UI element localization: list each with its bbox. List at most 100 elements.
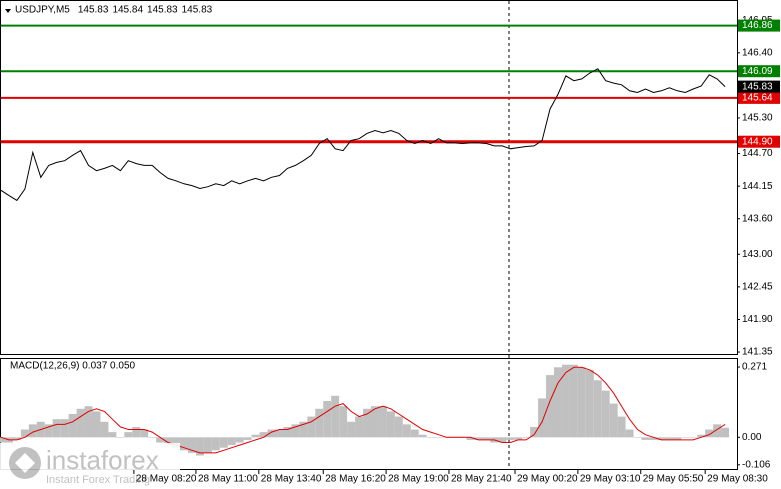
macd-panel-frame [0, 358, 738, 470]
level-label-bg [738, 91, 780, 104]
macd-histogram-bar [275, 429, 284, 438]
macd-histogram-bar [434, 437, 443, 438]
macd-histogram-bar [12, 437, 21, 440]
y-tick-label: 146.40 [742, 47, 773, 58]
macd-histogram-bar [593, 380, 602, 438]
macd-histogram-bar [108, 432, 117, 438]
macd-histogram-bar [283, 426, 292, 438]
y-tick-label: 143.00 [742, 249, 773, 260]
symbol-title: USDJPY,M5 [15, 5, 70, 16]
watermark-brand: instaforex [46, 445, 159, 475]
macd-histogram-bar [378, 406, 387, 438]
macd-title: MACD(12,26,9) 0.037 0.050 [10, 361, 136, 372]
macd-histogram-bar [235, 437, 244, 443]
macd-histogram-bar [713, 424, 722, 438]
macd-histogram-bar [124, 432, 133, 438]
level-label: 146.09 [742, 66, 773, 77]
macd-histogram-bar [601, 390, 610, 438]
macd-histogram-bar [52, 419, 61, 438]
macd-histogram-bar [307, 416, 316, 438]
price-line [0, 68, 726, 202]
macd-histogram-bar [44, 424, 53, 438]
macd-histogram-bar [474, 437, 483, 440]
macd-histogram-bar [164, 437, 173, 446]
macd-histogram-bar [187, 437, 196, 453]
x-tick-label: 28 May 19:00 [388, 474, 449, 485]
macd-histogram-bar [649, 437, 658, 440]
level-label-bg [738, 19, 780, 32]
macd-histogram-bar [673, 437, 682, 440]
macd-histogram-bar [299, 421, 308, 438]
macd-histogram-bar [92, 411, 101, 438]
macd-histogram-bar [657, 437, 666, 440]
macd-histogram-bar [180, 437, 188, 451]
macd-histogram-bar [546, 375, 554, 438]
macd-histogram-bar [402, 424, 411, 438]
x-tick-label: 28 May 08:20 [136, 474, 197, 485]
y-tick-label: 145.30 [742, 113, 773, 124]
y-tick-label: 0.271 [742, 362, 767, 373]
x-tick-label: 29 May 00:20 [517, 474, 578, 485]
macd-histogram-bar [267, 429, 276, 438]
current-price-label: 145.83 [742, 81, 773, 92]
quote-value: 145.83 [147, 5, 178, 16]
plot-layer [0, 24, 737, 456]
macd-histogram-bar [633, 437, 642, 438]
macd-histogram-bar [617, 416, 626, 438]
level-label: 146.86 [742, 20, 773, 31]
macd-histogram-bar [585, 369, 594, 438]
macd-histogram-bar [418, 434, 427, 438]
quote-value: 145.83 [78, 5, 109, 16]
x-tick-label: 28 May 13:40 [261, 474, 322, 485]
y-tick-label: 144.70 [742, 148, 773, 159]
macd-histogram-bar [681, 437, 690, 438]
macd-histogram-bar [211, 437, 220, 451]
macd-histogram-bar [0, 437, 5, 443]
macd-histogram-bar [697, 434, 706, 438]
watermark-tagline: Instant Forex Trading [46, 474, 150, 486]
macd-histogram-bar [68, 413, 77, 438]
y-tick-label: 144.15 [742, 181, 773, 192]
macd-histogram-bar [331, 395, 340, 438]
macd-histogram-bar [76, 408, 85, 438]
macd-histogram-bar [339, 406, 348, 438]
macd-histogram-bar [482, 437, 491, 440]
x-tick-label: 28 May 21:40 [451, 474, 512, 485]
macd-histogram-bar [140, 429, 149, 438]
macd-histogram-bar [315, 408, 324, 438]
macd-histogram-bar [705, 429, 714, 438]
macd-histogram-bar [609, 403, 618, 438]
macd-histogram-bar [394, 416, 403, 438]
level-label-bg [738, 65, 780, 78]
current-price-bg [738, 80, 780, 93]
macd-histogram-bar [522, 437, 531, 438]
macd-histogram-bar [84, 406, 93, 438]
macd-histogram-bar [577, 367, 586, 438]
macd-histogram-bar [561, 364, 570, 438]
macd-histogram-bar [172, 437, 181, 448]
macd-histogram-bar [243, 437, 252, 440]
macd-histogram-bar [641, 437, 650, 440]
macd-histogram-bar [538, 398, 547, 438]
y-tick-label: 141.90 [742, 314, 773, 325]
macd-histogram-bar [148, 437, 157, 438]
quote-value: 145.84 [112, 5, 143, 16]
macd-histogram-bar [323, 401, 332, 438]
level-label-bg [738, 135, 780, 148]
macd-histogram-bar [156, 437, 165, 443]
watermark-logo-mark [15, 453, 35, 473]
y-tick-label: 143.60 [742, 213, 773, 224]
macd-histogram-bar [363, 408, 371, 438]
macd-histogram-bar [514, 437, 523, 440]
macd-histogram-bar [28, 424, 37, 438]
x-tick-label: 28 May 16:20 [325, 474, 386, 485]
macd-histogram-bar [426, 437, 435, 438]
y-tick-label: -0.106 [742, 459, 771, 470]
macd-histogram-bar [625, 429, 634, 438]
x-tick-label: 29 May 05:50 [643, 474, 704, 485]
macd-histogram-bar [721, 427, 730, 438]
level-label: 144.90 [742, 136, 773, 147]
macd-histogram-bar [498, 437, 507, 443]
macd-histogram-bar [20, 429, 29, 438]
